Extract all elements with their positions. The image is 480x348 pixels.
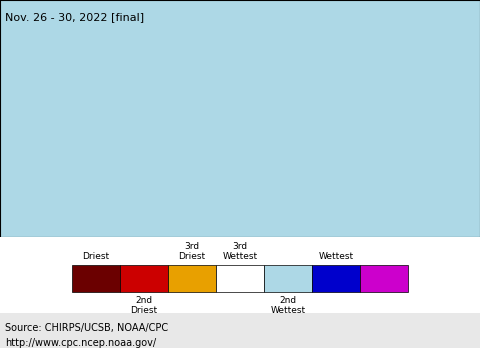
FancyBboxPatch shape: [216, 265, 264, 292]
Text: Wettest: Wettest: [318, 252, 354, 261]
Text: Driest: Driest: [83, 252, 109, 261]
Text: 3rd
Wettest: 3rd Wettest: [222, 242, 258, 261]
Text: http://www.cpc.ncep.noaa.gov/: http://www.cpc.ncep.noaa.gov/: [5, 338, 156, 348]
Text: Nov. 26 - 30, 2022 [final]: Nov. 26 - 30, 2022 [final]: [5, 12, 144, 22]
FancyBboxPatch shape: [264, 265, 312, 292]
Text: 2nd
Driest: 2nd Driest: [131, 295, 157, 315]
Text: Source: CHIRPS/UCSB, NOAA/CPC: Source: CHIRPS/UCSB, NOAA/CPC: [5, 323, 168, 333]
FancyBboxPatch shape: [360, 265, 408, 292]
Text: 3rd
Driest: 3rd Driest: [179, 242, 205, 261]
Text: 2nd
Wettest: 2nd Wettest: [270, 295, 306, 315]
FancyBboxPatch shape: [312, 265, 360, 292]
FancyBboxPatch shape: [168, 265, 216, 292]
FancyBboxPatch shape: [72, 265, 120, 292]
FancyBboxPatch shape: [120, 265, 168, 292]
